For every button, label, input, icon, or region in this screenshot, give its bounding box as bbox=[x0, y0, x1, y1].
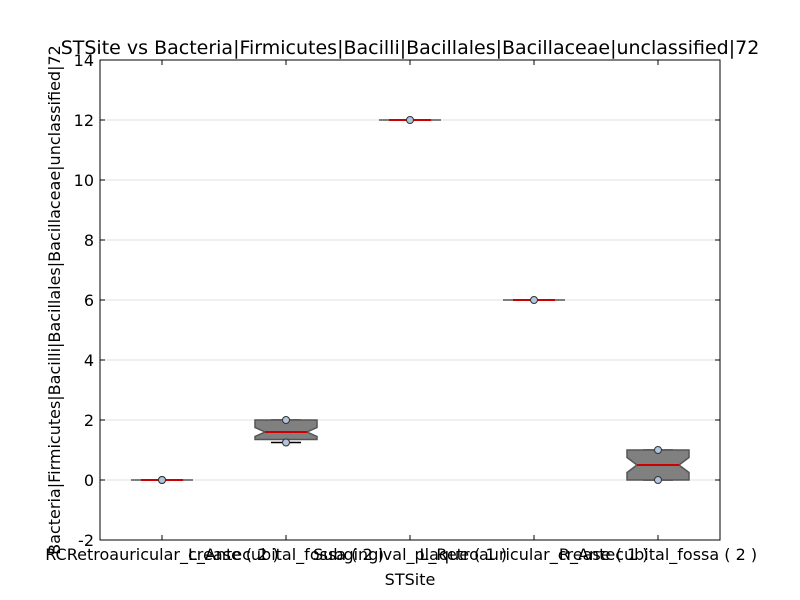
data-point bbox=[654, 476, 662, 484]
y-tick-label: 12 bbox=[74, 111, 94, 130]
data-point bbox=[158, 476, 166, 484]
box-body bbox=[254, 419, 318, 441]
x-tick-label: R_Antecubital_fossa ( 2 ) bbox=[559, 545, 757, 565]
y-tick-label: -2 bbox=[78, 531, 94, 550]
box-group bbox=[626, 446, 690, 484]
data-point bbox=[282, 416, 290, 424]
y-tick-label: 14 bbox=[74, 51, 94, 70]
data-point bbox=[530, 296, 538, 304]
y-tick-label: 10 bbox=[74, 171, 94, 190]
x-tick-label: RCRetroauricular_crease ( 2 ) bbox=[45, 545, 279, 565]
chart-title: STSite vs Bacteria|Firmicutes|Bacilli|Ba… bbox=[61, 37, 760, 59]
box-group bbox=[503, 296, 565, 304]
box-layer bbox=[131, 116, 690, 484]
y-tick-label: 0 bbox=[84, 471, 94, 490]
x-tick-label: Subgingival_plaque ( 1 ) bbox=[313, 545, 507, 565]
x-axis-label: STSite bbox=[385, 570, 436, 589]
box-group bbox=[254, 416, 318, 447]
axis-layer: -2 0 2 4 6 8 10 12 14 RCRetroauricular_crease ( 2… bbox=[45, 51, 757, 565]
data-point bbox=[654, 446, 662, 454]
box-group bbox=[131, 476, 193, 484]
y-axis-label: Bacteria|Firmicutes|Bacilli|Bacillales|B… bbox=[45, 45, 64, 555]
box-group bbox=[379, 116, 441, 124]
y-tick-label: 4 bbox=[84, 351, 94, 370]
grid-layer bbox=[100, 119, 720, 481]
x-tick-label: L_Antecubital_fossa ( 2 ) bbox=[188, 545, 384, 565]
data-point bbox=[282, 438, 290, 447]
y-tick-label: 8 bbox=[84, 231, 94, 250]
x-tick-label: L_Retroauricular_crease ( 1 ) bbox=[420, 545, 649, 565]
y-tick-label: 2 bbox=[84, 411, 94, 430]
y-tick-label: 6 bbox=[84, 291, 94, 310]
plot-frame bbox=[99, 59, 721, 541]
data-point bbox=[406, 116, 414, 124]
